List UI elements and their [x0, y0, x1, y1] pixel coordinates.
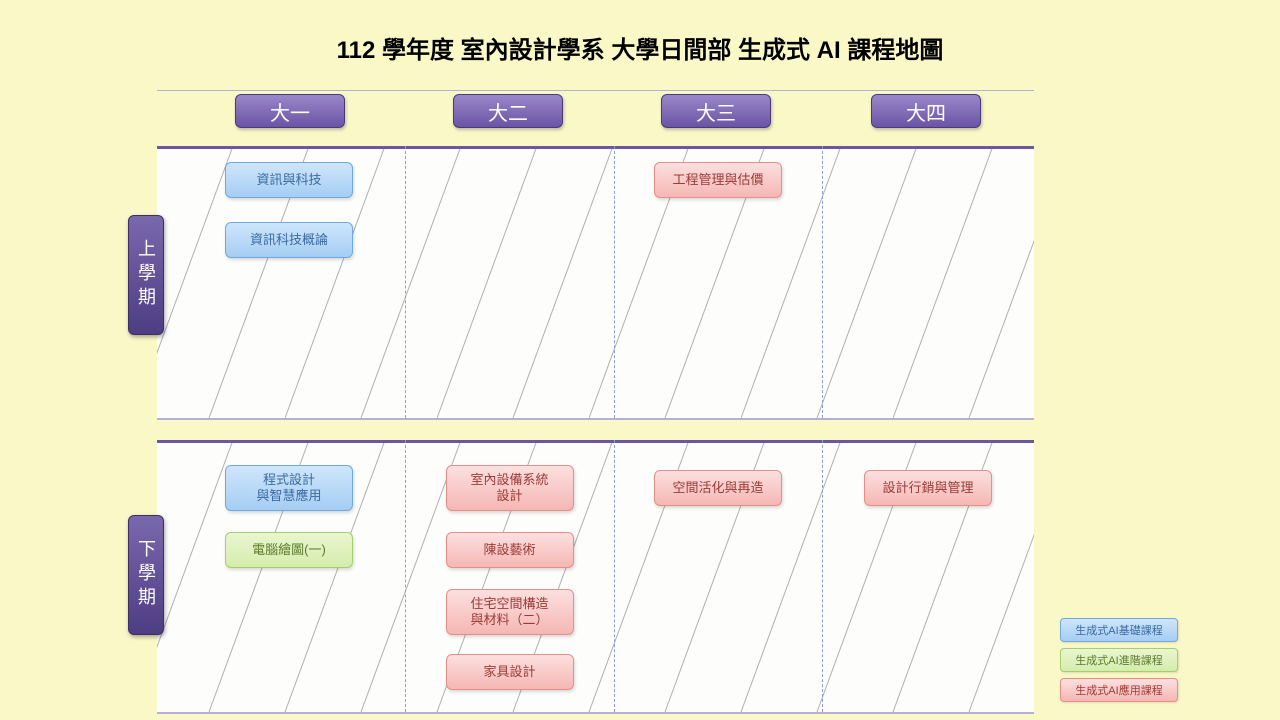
course-box: 陳設藝術 [446, 532, 574, 568]
year-tab-3: 大四 [871, 94, 981, 128]
tabs-under-rule [157, 90, 1034, 91]
sem-top-rule-0 [157, 146, 1034, 149]
page-title: 112 學年度 室內設計學系 大學日間部 生成式 AI 課程地圖 [0, 30, 1280, 65]
course-box: 工程管理與估價 [654, 162, 782, 198]
col-sep-1-3 [822, 440, 823, 712]
col-sep-1-1 [405, 440, 406, 712]
year-tab-1: 大二 [453, 94, 563, 128]
col-sep-0-1 [405, 146, 406, 418]
course-box: 住宅空間構造 與材料（二） [446, 589, 574, 635]
course-box: 室內設備系統 設計 [446, 465, 574, 511]
legend-item-advance: 生成式AI進階課程 [1060, 648, 1178, 672]
sem-bot-rule-0 [157, 418, 1034, 420]
course-box: 程式設計 與智慧應用 [225, 465, 353, 511]
semester-tab-0: 上學期 [128, 215, 164, 335]
course-box: 家具設計 [446, 654, 574, 690]
course-box: 資訊與科技 [225, 162, 353, 198]
sem-top-rule-1 [157, 440, 1034, 443]
col-sep-0-2 [614, 146, 615, 418]
course-box: 設計行銷與管理 [864, 470, 992, 506]
col-sep-0-3 [822, 146, 823, 418]
course-box: 資訊科技概論 [225, 222, 353, 258]
col-sep-1-2 [614, 440, 615, 712]
legend-item-basic: 生成式AI基礎課程 [1060, 618, 1178, 642]
course-box: 電腦繪圖(一) [225, 532, 353, 568]
legend-item-apply: 生成式AI應用課程 [1060, 678, 1178, 702]
semester-tab-1: 下學期 [128, 515, 164, 635]
sem-bot-rule-1 [157, 712, 1034, 714]
course-box: 空間活化與再造 [654, 470, 782, 506]
year-tab-0: 大一 [235, 94, 345, 128]
year-tab-2: 大三 [661, 94, 771, 128]
